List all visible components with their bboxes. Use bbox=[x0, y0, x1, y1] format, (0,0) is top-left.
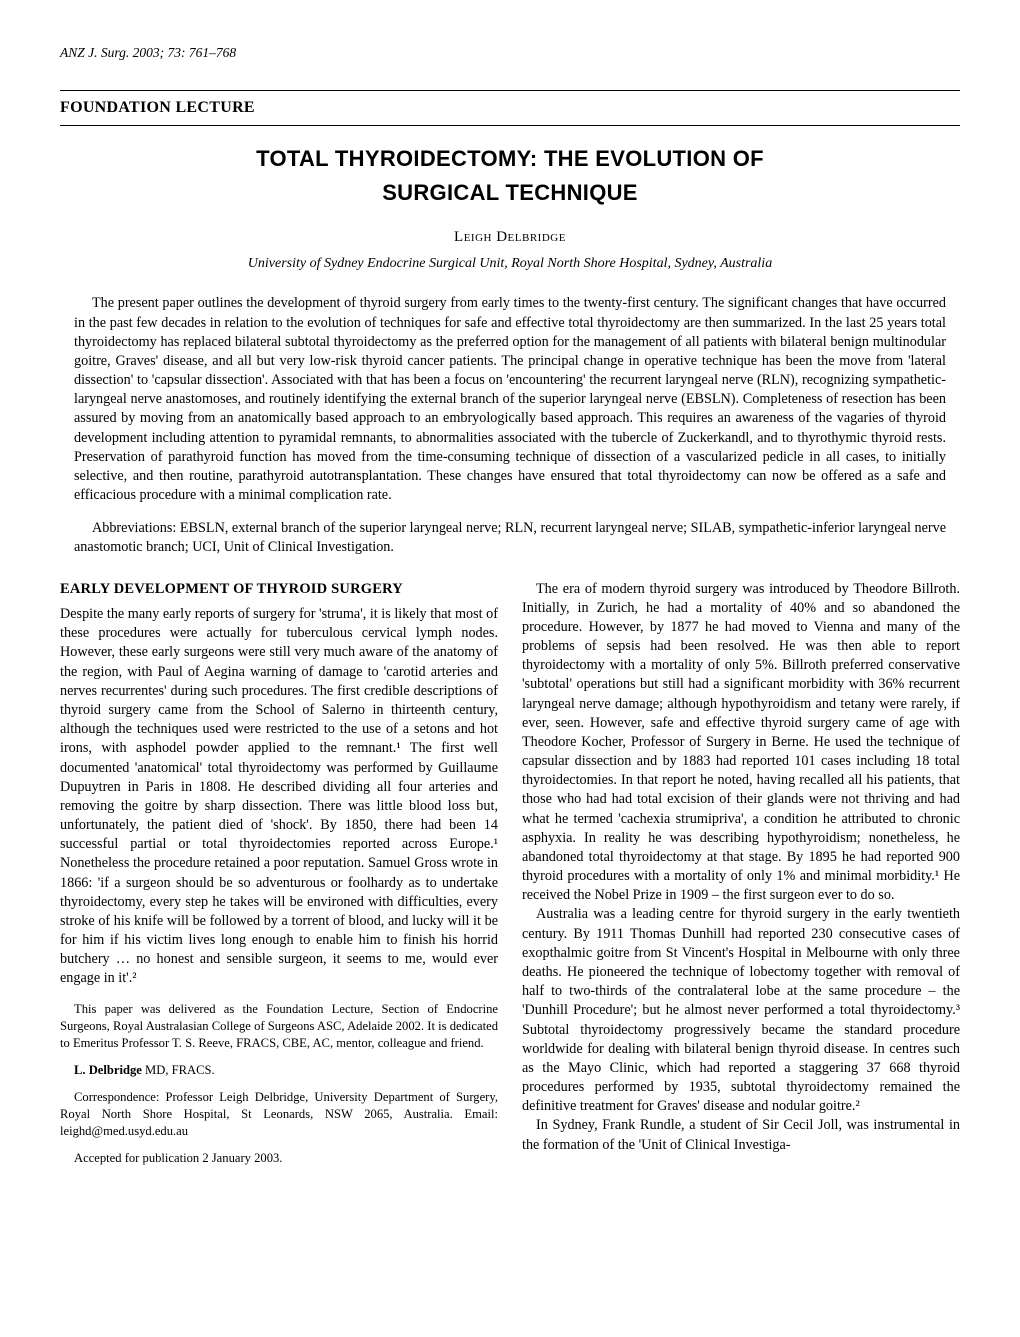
footnote-author-credentials: L. Delbridge MD, FRACS. bbox=[60, 1062, 498, 1079]
footnote-accepted-date: Accepted for publication 2 January 2003. bbox=[60, 1150, 498, 1167]
author-affiliation: University of Sydney Endocrine Surgical … bbox=[60, 255, 960, 274]
body-columns: EARLY DEVELOPMENT OF THYROID SURGERY Des… bbox=[60, 580, 960, 1167]
footnote-correspondence: Correspondence: Professor Leigh Delbridg… bbox=[60, 1089, 498, 1140]
footnote-author-degrees: MD, FRACS. bbox=[142, 1063, 215, 1077]
footnote-dedication: This paper was delivered as the Foundati… bbox=[60, 1001, 498, 1052]
section-band: FOUNDATION LECTURE bbox=[60, 90, 960, 126]
article-title-line1: TOTAL THYROIDECTOMY: THE EVOLUTION OF bbox=[60, 144, 960, 174]
abstract-text: The present paper outlines the developme… bbox=[74, 294, 946, 505]
section-heading-early-development: EARLY DEVELOPMENT OF THYROID SURGERY bbox=[60, 580, 498, 600]
body-paragraph: Despite the many early reports of surger… bbox=[60, 605, 498, 988]
body-paragraph: In Sydney, Frank Rundle, a student of Si… bbox=[522, 1116, 960, 1154]
body-paragraph: Australia was a leading centre for thyro… bbox=[522, 905, 960, 1116]
author-name: Leigh Delbridge bbox=[60, 227, 960, 247]
running-header: ANZ J. Surg. 2003; 73: 761–768 bbox=[60, 44, 960, 62]
footnote-author-name: L. Delbridge bbox=[74, 1063, 142, 1077]
body-paragraph: The era of modern thyroid surgery was in… bbox=[522, 580, 960, 906]
article-title-line2: SURGICAL TECHNIQUE bbox=[60, 178, 960, 208]
section-label: FOUNDATION LECTURE bbox=[60, 99, 255, 116]
abbreviations-text: Abbreviations: EBSLN, external branch of… bbox=[74, 519, 946, 557]
